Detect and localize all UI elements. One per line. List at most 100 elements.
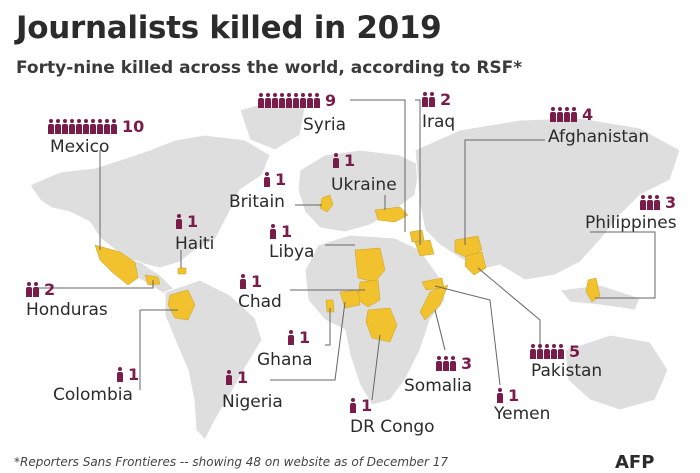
label-ghana: Ghana [257, 350, 313, 370]
line-somalia [434, 309, 446, 351]
label-chad: Chad [238, 292, 282, 312]
label-honduras: Honduras [26, 300, 108, 320]
person-icon [83, 119, 89, 134]
person-icon [544, 344, 550, 359]
count-haiti: 1 [176, 212, 198, 231]
label-ukraine: Ukraine [331, 175, 397, 195]
label-nigeria: Nigeria [222, 392, 283, 412]
line-colombia [139, 309, 178, 390]
count-libya: 1 [270, 222, 292, 241]
label-drcongo: DR Congo [350, 417, 435, 437]
label-pakistan: Pakistan [531, 361, 603, 381]
britain-shape [319, 194, 334, 213]
ukraine-shape [374, 206, 409, 223]
count-philippines: 3 [640, 193, 676, 212]
label-haiti: Haiti [175, 234, 215, 254]
count-honduras: 2 [26, 280, 55, 299]
person-icon [104, 119, 110, 134]
line-ghana [325, 308, 331, 346]
person-icon [117, 367, 123, 382]
count-afghanistan: 4 [550, 105, 593, 124]
person-icon [647, 195, 653, 210]
drcongo-shape [365, 307, 398, 343]
count-somalia: 3 [436, 354, 472, 373]
line-drcongo [371, 334, 381, 401]
person-icon [551, 344, 557, 359]
syria-shape [409, 229, 425, 243]
person-icon [62, 119, 68, 134]
pakistan-shape [464, 251, 487, 276]
person-icon [654, 195, 660, 210]
australia-land [564, 334, 669, 411]
person-icon [226, 370, 232, 385]
person-icon [226, 370, 232, 385]
person-icon [497, 388, 503, 403]
label-mexico: Mexico [50, 137, 110, 157]
asia-land [414, 117, 681, 281]
philippines-shape [585, 277, 601, 303]
person-icon [558, 344, 564, 359]
person-icon [497, 388, 503, 403]
person-icon [550, 107, 577, 122]
count-yemen: 1 [497, 386, 519, 405]
person-icon [300, 93, 306, 108]
count-colombia: 1 [117, 365, 139, 384]
label-britain: Britain [229, 192, 285, 212]
person-icon [537, 344, 543, 359]
label-syria: Syria [303, 115, 346, 135]
person-icon [76, 119, 82, 134]
person-icon [97, 119, 103, 134]
person-icon [422, 92, 428, 107]
person-icon [264, 172, 270, 187]
person-icon [272, 93, 278, 108]
person-icon [270, 224, 276, 239]
afp-logo: AFP [615, 452, 655, 473]
line-pakistan [477, 267, 541, 350]
person-icon [429, 92, 435, 107]
person-icon [333, 153, 339, 168]
person-icon [240, 274, 246, 289]
person-icon [258, 93, 264, 108]
label-iraq: Iraq [422, 112, 456, 132]
line-honduras [35, 280, 154, 289]
person-icon [443, 356, 449, 371]
person-icon [26, 282, 32, 297]
label-colombia: Colombia [53, 385, 133, 405]
count-nigeria: 1 [226, 368, 248, 387]
line-afghanistan [464, 139, 545, 245]
line-nigeria [270, 301, 346, 381]
person-icon [48, 119, 54, 134]
person-icon [258, 93, 320, 108]
person-icon [286, 93, 292, 108]
person-icon [117, 367, 123, 382]
colombia-shape [167, 289, 196, 321]
person-icon [640, 195, 646, 210]
person-icon [33, 282, 39, 297]
label-somalia: Somalia [404, 376, 473, 396]
label-libya: Libya [269, 242, 315, 262]
page-title: Journalists killed in 2019 [16, 10, 442, 46]
person-icon [350, 398, 356, 413]
person-icon [288, 330, 294, 345]
person-icon [450, 356, 456, 371]
footnote: *Reporters Sans Frontieres -- showing 48… [14, 455, 449, 469]
person-icon [530, 344, 564, 359]
count-drcongo: 1 [350, 396, 372, 415]
person-icon [557, 107, 563, 122]
person-icon [176, 214, 182, 229]
person-icon [90, 119, 96, 134]
person-icon [26, 282, 39, 297]
ghana-shape [325, 299, 335, 313]
page-subtitle: Forty-nine killed across the world, acco… [16, 58, 523, 78]
person-icon [550, 107, 556, 122]
person-icon [69, 119, 75, 134]
line-iraq [415, 99, 421, 245]
mexico-shape [94, 244, 139, 286]
count-pakistan: 5 [530, 342, 580, 361]
person-icon [279, 93, 285, 108]
person-icon [55, 119, 61, 134]
count-britain: 1 [264, 170, 286, 189]
person-icon [293, 93, 299, 108]
person-icon [288, 330, 294, 345]
